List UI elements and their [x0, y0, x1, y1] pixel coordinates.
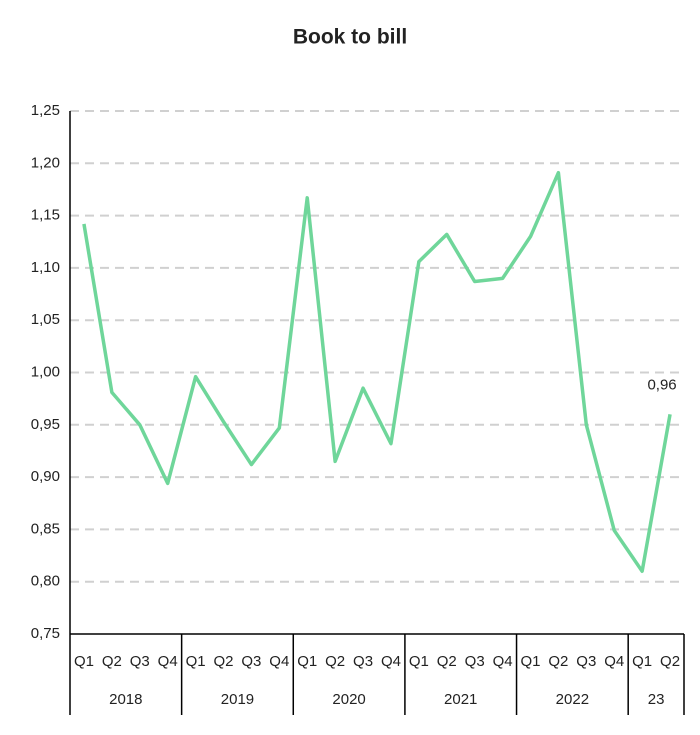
- y-tick-label: 1,25: [31, 102, 60, 119]
- y-tick-label: 0,75: [31, 625, 60, 642]
- group-label: 2020: [332, 691, 365, 708]
- y-tick-label: 0,80: [31, 573, 60, 590]
- x-tick-label: Q2: [213, 653, 233, 670]
- y-tick-label: 0,95: [31, 416, 60, 433]
- group-label: 2022: [556, 691, 589, 708]
- group-label: 2021: [444, 691, 477, 708]
- chart-title: Book to bill: [293, 26, 407, 49]
- x-tick-label: Q3: [576, 653, 596, 670]
- x-tick-label: Q1: [409, 653, 429, 670]
- x-tick-label: Q2: [548, 653, 568, 670]
- y-tick-label: 1,20: [31, 154, 60, 171]
- x-tick-label: Q4: [381, 653, 401, 670]
- x-tick-label: Q1: [74, 653, 94, 670]
- x-tick-label: Q1: [632, 653, 652, 670]
- y-tick-label: 1,00: [31, 363, 60, 380]
- data-label: 0,96: [647, 376, 676, 393]
- x-tick-label: Q4: [158, 653, 178, 670]
- x-tick-label: Q1: [520, 653, 540, 670]
- y-tick-label: 1,10: [31, 259, 60, 276]
- y-tick-label: 1,05: [31, 311, 60, 328]
- x-tick-label: Q3: [465, 653, 485, 670]
- x-tick-label: Q4: [269, 653, 289, 670]
- group-label: 2018: [109, 691, 142, 708]
- x-tick-label: Q2: [102, 653, 122, 670]
- x-tick-label: Q4: [604, 653, 624, 670]
- x-tick-label: Q1: [186, 653, 206, 670]
- line: [82, 170, 672, 573]
- group-label: 2019: [221, 691, 254, 708]
- x-tick-label: Q4: [493, 653, 513, 670]
- x-tick-label: Q2: [660, 653, 680, 670]
- x-tick-label: Q2: [437, 653, 457, 670]
- group-label: 23: [648, 691, 665, 708]
- x-tick-label: Q3: [241, 653, 261, 670]
- x-tick-label: Q3: [130, 653, 150, 670]
- y-tick-label: 0,85: [31, 520, 60, 537]
- x-tick-label: Q1: [297, 653, 317, 670]
- x-tick-label: Q3: [353, 653, 373, 670]
- x-tick-label: Q2: [325, 653, 345, 670]
- y-tick-label: 0,90: [31, 468, 60, 485]
- y-tick-label: 1,15: [31, 207, 60, 224]
